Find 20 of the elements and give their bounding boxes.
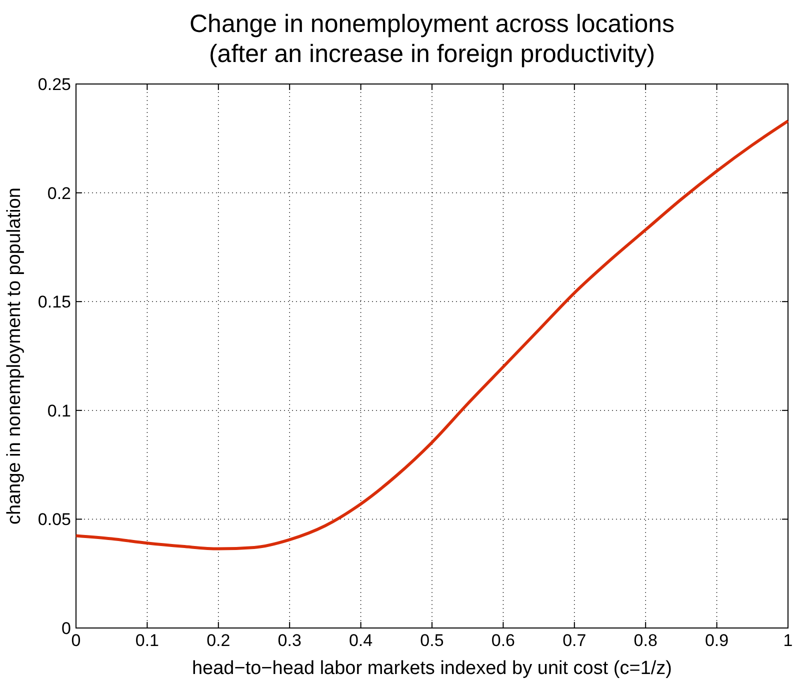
x-tick-label: 0.9 xyxy=(704,631,729,650)
x-tick-label: 0.2 xyxy=(206,631,230,650)
y-tick-label: 0.05 xyxy=(38,510,71,530)
chart-title: Change in nonemployment across locations (after an increase in foreign productivity) xyxy=(190,10,674,68)
y-tick-label: 0.1 xyxy=(47,401,71,420)
x-tick-label: 0.1 xyxy=(135,631,160,650)
y-tick-label: 0.15 xyxy=(38,292,71,312)
x-axis-title: head−to−head labor markets indexed by unit cost (c=1/z) xyxy=(192,658,672,679)
x-tick-label: 0.3 xyxy=(278,631,302,650)
x-tick-label: 0.4 xyxy=(348,631,373,650)
line-series xyxy=(74,119,790,550)
y-axis-title: change in nonemployment to population xyxy=(4,188,25,524)
y-tick-label: 0 xyxy=(62,618,71,638)
x-tick-label: 0.5 xyxy=(420,631,444,650)
x-tick-label: 0.7 xyxy=(562,631,586,650)
x-tick-label: 1 xyxy=(783,631,793,650)
x-tick-label: 0.8 xyxy=(634,631,658,650)
x-tick-label: 0.6 xyxy=(491,631,516,650)
y-tick-label: 0.25 xyxy=(38,74,71,94)
y-tick-label: 0.2 xyxy=(47,184,71,203)
